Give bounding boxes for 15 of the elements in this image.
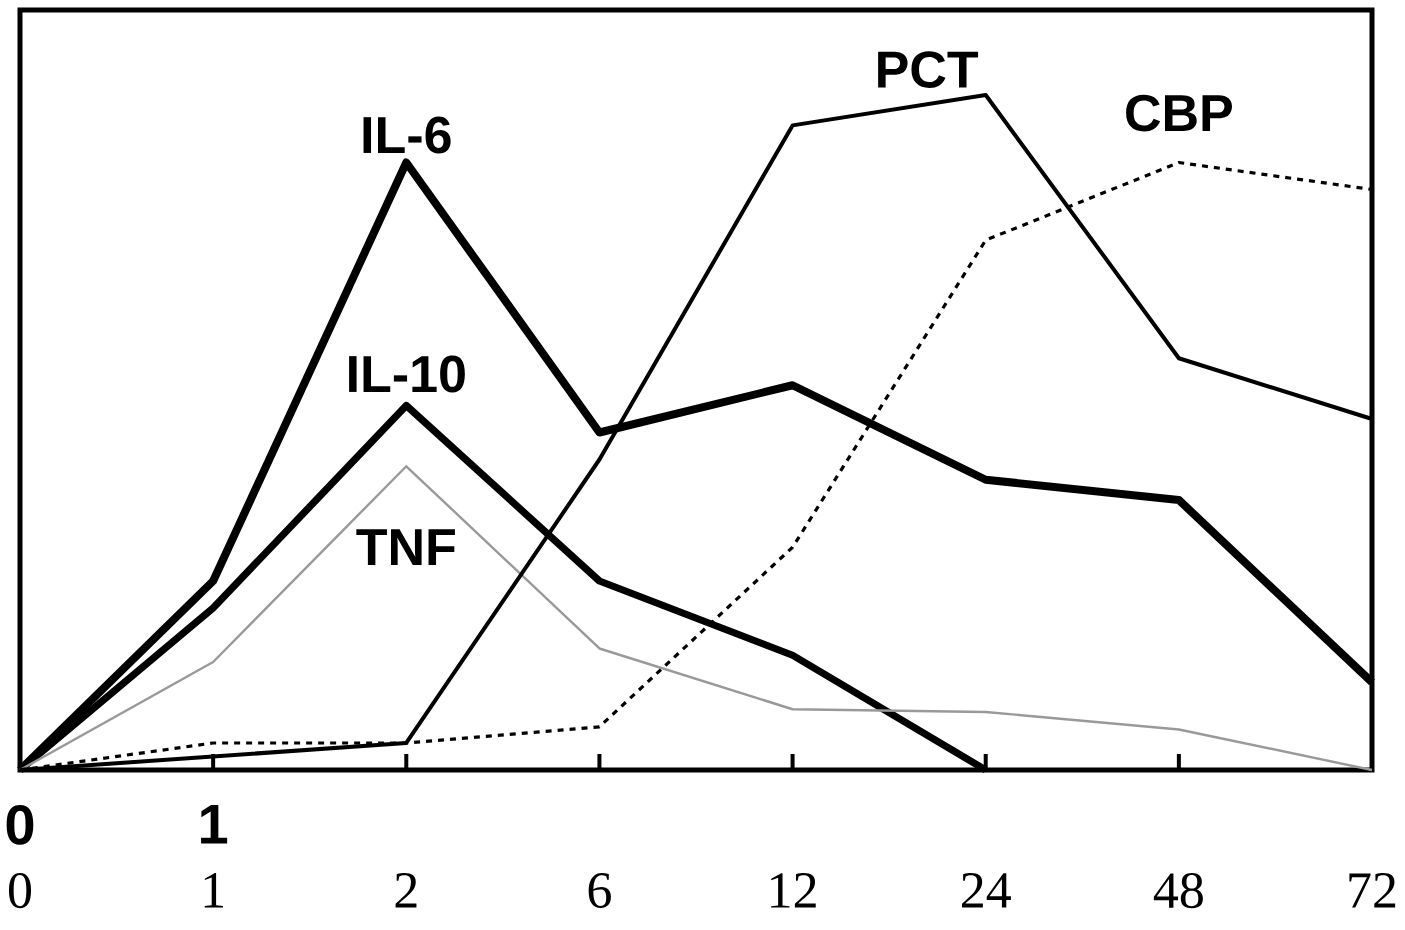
x-tick-label: 0 (8, 873, 32, 909)
x-tick-label: 72 (1349, 873, 1396, 908)
x-tick-label: 2 (395, 873, 417, 908)
series-label: CBP (1126, 94, 1232, 132)
x-tick-label: 1 (204, 873, 224, 908)
x-tick-label: 48 (1153, 873, 1203, 909)
text: 0 (6, 805, 34, 845)
series-label: PCT (878, 51, 979, 88)
series-label: IL-6 (363, 116, 451, 154)
series-label: IL-10 (349, 355, 465, 393)
x-tick-label: 24 (962, 873, 1011, 908)
x-tick-label: 12 (771, 873, 816, 908)
text: 1 (201, 805, 228, 844)
series-label: TNF (356, 529, 455, 566)
x-tick-label: 6 (588, 873, 611, 908)
